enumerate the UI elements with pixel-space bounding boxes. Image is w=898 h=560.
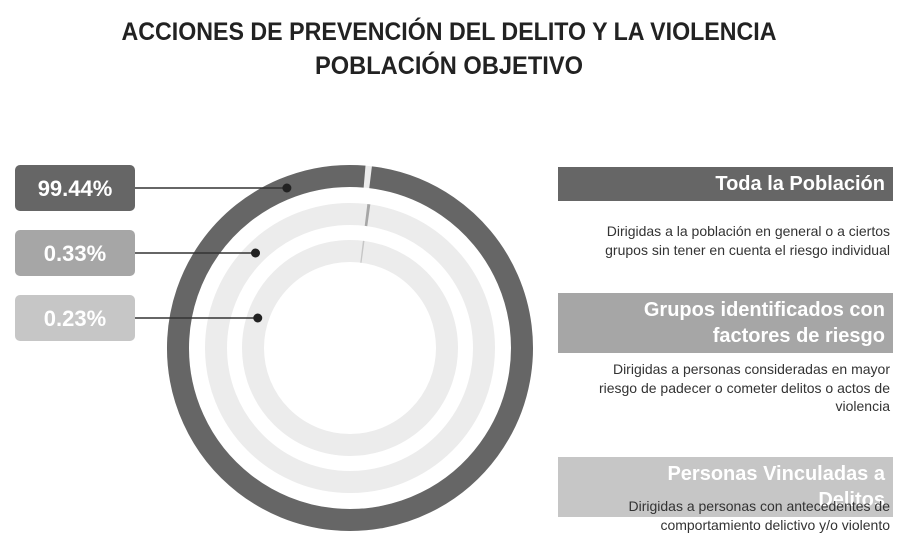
ring-track bbox=[242, 240, 458, 456]
value-box bbox=[15, 230, 135, 276]
ring-arc bbox=[167, 165, 533, 531]
leader-dot bbox=[250, 248, 260, 258]
category-header: Grupos identificados con factores de rie… bbox=[558, 293, 893, 353]
chart-subtitle: POBLACIÓN OBJETIVO bbox=[315, 50, 583, 80]
value-label: 0.23% bbox=[44, 306, 106, 331]
leader-dot bbox=[253, 313, 263, 323]
category-description: Dirigidas a personas consideradas en may… bbox=[598, 361, 890, 414]
category-header: Personas Vinculadas a Delitos bbox=[558, 457, 893, 517]
category-description: Dirigidas a la población en general o a … bbox=[605, 223, 890, 258]
ring-track bbox=[205, 203, 495, 493]
value-label: 99.44% bbox=[38, 176, 113, 201]
chart-title: ACCIONES DE PREVENCIÓN DEL DELITO Y LA V… bbox=[122, 16, 777, 46]
category-header: Toda la Población bbox=[558, 167, 893, 201]
value-box bbox=[15, 295, 135, 341]
value-box bbox=[15, 165, 135, 211]
category-description: Dirigidas a personas con antecedentes de… bbox=[628, 498, 890, 533]
leader-dot bbox=[282, 183, 292, 193]
value-label: 0.33% bbox=[44, 241, 106, 266]
